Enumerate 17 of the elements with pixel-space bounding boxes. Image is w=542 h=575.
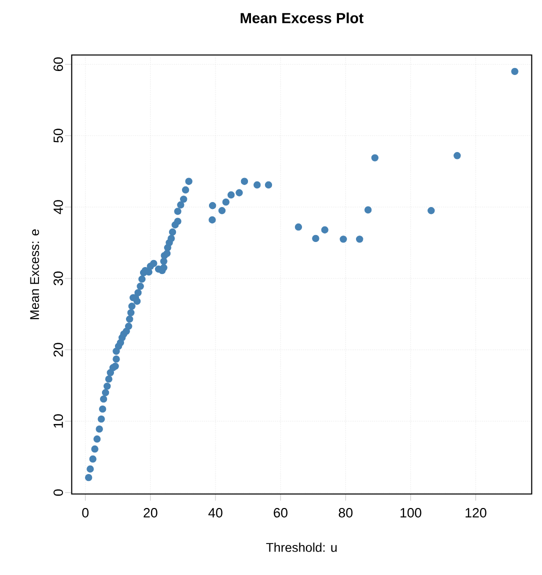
y-axis-title: Mean Excess: e [30,229,40,320]
x-tick-label: 0 [82,508,89,518]
x-tick-label: 120 [466,508,486,518]
x-tick-label: 40 [208,508,222,518]
y-tick-label: 50 [54,128,63,143]
y-tick-label: 30 [54,272,63,286]
y-tick-label: 20 [54,342,63,357]
chart-title: Mean Excess Plot [240,12,364,24]
x-tick-label: 60 [274,508,288,518]
y-tick-label: 60 [54,57,63,72]
x-axis-title: Threshold: u [266,542,337,552]
x-tick-label: 100 [400,508,422,518]
y-tick-label: 10 [54,414,63,428]
x-tick-label: 20 [144,508,158,518]
x-tick-label: 80 [338,508,353,518]
y-tick-label: 0 [54,489,63,496]
y-tick-label: 40 [54,200,63,214]
